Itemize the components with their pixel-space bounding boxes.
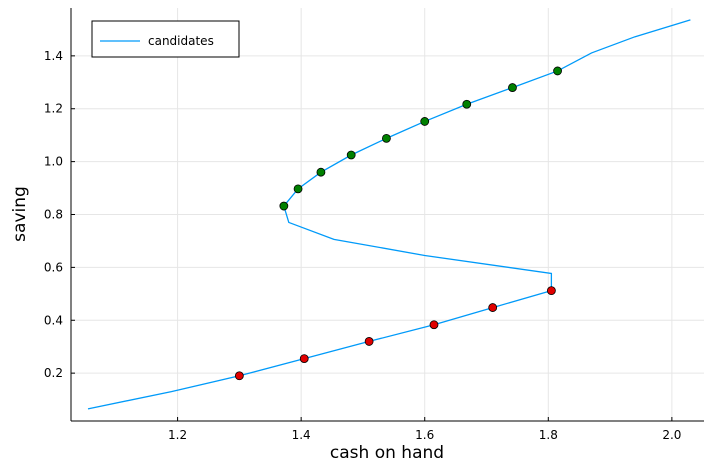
x-axis-label: cash on hand — [330, 443, 444, 463]
point — [364, 337, 374, 346]
point — [420, 117, 430, 126]
y-tick-label: 1.0 — [44, 155, 63, 169]
y-tick-label: 1.2 — [44, 102, 63, 116]
x-tick-label: 1.2 — [168, 428, 187, 442]
y-tick-label: 0.4 — [44, 313, 63, 327]
x-tick-label: 1.8 — [539, 428, 558, 442]
point — [508, 83, 517, 92]
point — [293, 184, 303, 194]
y-tick-label: 0.8 — [44, 208, 63, 222]
y-axis-label: saving — [10, 186, 30, 242]
y-tick-label: 1.4 — [44, 49, 63, 63]
y-tick-label: 0.2 — [44, 366, 63, 380]
point — [462, 99, 472, 109]
point — [488, 303, 498, 312]
point — [346, 150, 356, 160]
point — [382, 133, 391, 143]
point — [546, 286, 556, 296]
point — [299, 354, 309, 364]
x-tick-label: 1.4 — [292, 428, 311, 442]
point — [316, 167, 326, 177]
x-tick-label: 1.6 — [415, 428, 434, 442]
point — [429, 320, 439, 330]
point — [234, 371, 244, 381]
legend-label: candidates — [148, 34, 214, 48]
line — [87, 19, 691, 410]
y-tick-label: 0.6 — [44, 260, 63, 274]
point — [279, 201, 289, 211]
x-tick-label: 2.0 — [662, 428, 681, 442]
point — [553, 66, 562, 76]
legend-box — [91, 20, 240, 58]
